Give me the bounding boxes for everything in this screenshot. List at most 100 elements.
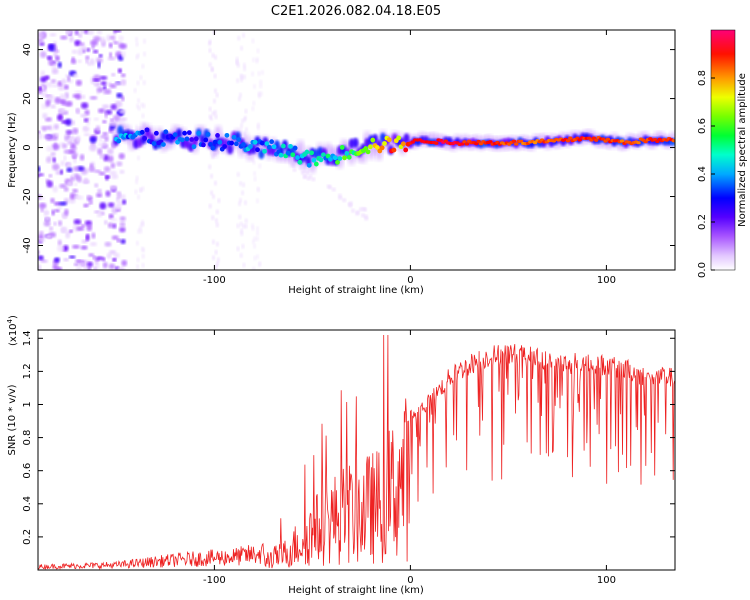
ridge-core bbox=[179, 137, 185, 143]
streak-speckle bbox=[238, 197, 242, 203]
noise-speckle bbox=[38, 238, 46, 243]
streak-speckle bbox=[136, 53, 140, 59]
noise-speckle bbox=[86, 194, 91, 199]
ridge-core bbox=[382, 141, 387, 146]
ridge-core bbox=[182, 130, 188, 136]
noise-speckle bbox=[107, 155, 114, 163]
streak-speckle bbox=[251, 71, 255, 77]
noise-speckle bbox=[86, 47, 91, 52]
noise-speckle bbox=[70, 58, 77, 65]
streak-speckle bbox=[239, 252, 243, 258]
noise-speckle bbox=[86, 261, 94, 268]
streak-speckle bbox=[143, 143, 147, 149]
noise-speckle bbox=[98, 142, 103, 147]
noise-speckle bbox=[63, 155, 67, 162]
noise-speckle bbox=[81, 223, 85, 228]
streak-speckle bbox=[208, 164, 212, 170]
streak-speckle bbox=[236, 171, 240, 177]
noise-speckle bbox=[54, 96, 61, 104]
ridge-core bbox=[379, 145, 385, 151]
streak-speckle bbox=[135, 179, 139, 185]
noise-speckle bbox=[38, 196, 45, 200]
ridge-core bbox=[462, 140, 467, 144]
noise-speckle bbox=[51, 209, 55, 216]
noise-speckle bbox=[72, 73, 79, 78]
ridge-core bbox=[208, 141, 213, 147]
tail-speckle bbox=[347, 202, 352, 207]
spectrogram-x-ticks: -100 0 100 bbox=[203, 30, 616, 286]
noise-speckle bbox=[73, 166, 79, 172]
noise-speckle bbox=[55, 133, 59, 137]
noise-speckle bbox=[80, 94, 86, 99]
noise-speckle bbox=[94, 183, 99, 188]
ridge-core bbox=[278, 152, 284, 158]
streak-speckle bbox=[243, 200, 247, 206]
ridge-core bbox=[328, 156, 333, 162]
tail-speckle bbox=[355, 210, 360, 215]
streak-speckle bbox=[238, 92, 242, 98]
ridge-core bbox=[396, 135, 402, 141]
ridge-core bbox=[337, 156, 343, 161]
colorbar: 0.0 0.2 0.4 0.6 0.8 Normalized spectral ampl… bbox=[697, 29, 748, 278]
ridge-band bbox=[352, 137, 359, 148]
x-tick-label: -100 bbox=[203, 275, 226, 286]
ridge-core bbox=[511, 139, 517, 143]
ridge-band bbox=[403, 133, 410, 144]
noise-speckle bbox=[113, 252, 120, 258]
noise-speckle bbox=[89, 241, 97, 247]
y-tick-label: 0.8 bbox=[22, 430, 33, 446]
noise-speckle bbox=[74, 90, 82, 95]
ridge-core bbox=[269, 139, 275, 145]
snr-y-label: SNR (10 * v/v) bbox=[7, 384, 18, 455]
noise-speckle bbox=[64, 208, 69, 216]
y-tick-label: 0.6 bbox=[22, 463, 33, 479]
noise-speckle bbox=[87, 266, 92, 270]
noise-speckle bbox=[46, 55, 53, 60]
noise-speckle bbox=[95, 125, 101, 133]
x-tick-label: -100 bbox=[203, 575, 226, 586]
noise-speckle bbox=[46, 145, 54, 152]
ridge-band bbox=[176, 128, 183, 139]
streak-speckle bbox=[255, 236, 259, 242]
streak-speckle bbox=[208, 47, 212, 53]
noise-speckle bbox=[113, 41, 119, 45]
y-tick-label: 20 bbox=[22, 92, 33, 105]
ridge-core bbox=[285, 150, 291, 156]
ridge-core bbox=[368, 144, 373, 150]
streak-speckle bbox=[251, 38, 255, 44]
streak-speckle bbox=[141, 63, 145, 69]
noise-speckle bbox=[118, 109, 127, 114]
noise-speckle bbox=[74, 173, 80, 181]
noise-speckle bbox=[79, 42, 85, 46]
noise-speckle bbox=[108, 42, 113, 48]
noise-speckle bbox=[89, 136, 97, 144]
noise-speckle bbox=[65, 100, 73, 107]
ridge-core bbox=[320, 152, 326, 158]
noise-speckle bbox=[108, 213, 114, 220]
streak-speckle bbox=[215, 92, 219, 98]
noise-speckle bbox=[98, 54, 103, 58]
noise-speckle bbox=[64, 84, 69, 90]
noise-speckle bbox=[67, 75, 71, 82]
streak-speckle bbox=[253, 236, 257, 242]
ridge-core bbox=[292, 145, 298, 151]
noise-speckle bbox=[66, 167, 73, 173]
streak-speckle bbox=[252, 57, 256, 63]
tail-speckle bbox=[306, 176, 311, 181]
noise-speckle bbox=[39, 51, 47, 58]
noise-speckle bbox=[38, 255, 44, 261]
ridge-core bbox=[339, 145, 345, 150]
noise-speckle bbox=[109, 185, 117, 191]
spectrogram-x-label: Height of straight line (km) bbox=[288, 285, 424, 296]
snr-y-ticks: 0.2 0.4 0.6 0.8 1 1.2 1.4 bbox=[22, 330, 675, 545]
noise-speckle bbox=[75, 266, 82, 270]
noise-speckle bbox=[111, 235, 119, 240]
noise-speckle bbox=[98, 171, 106, 176]
noise-speckle bbox=[59, 201, 67, 206]
noise-speckle bbox=[109, 35, 114, 40]
ridge-core bbox=[271, 144, 277, 150]
noise-speckle bbox=[109, 118, 114, 122]
noise-speckle bbox=[49, 226, 54, 231]
noise-speckle bbox=[61, 78, 67, 86]
ridge-core bbox=[241, 142, 246, 147]
